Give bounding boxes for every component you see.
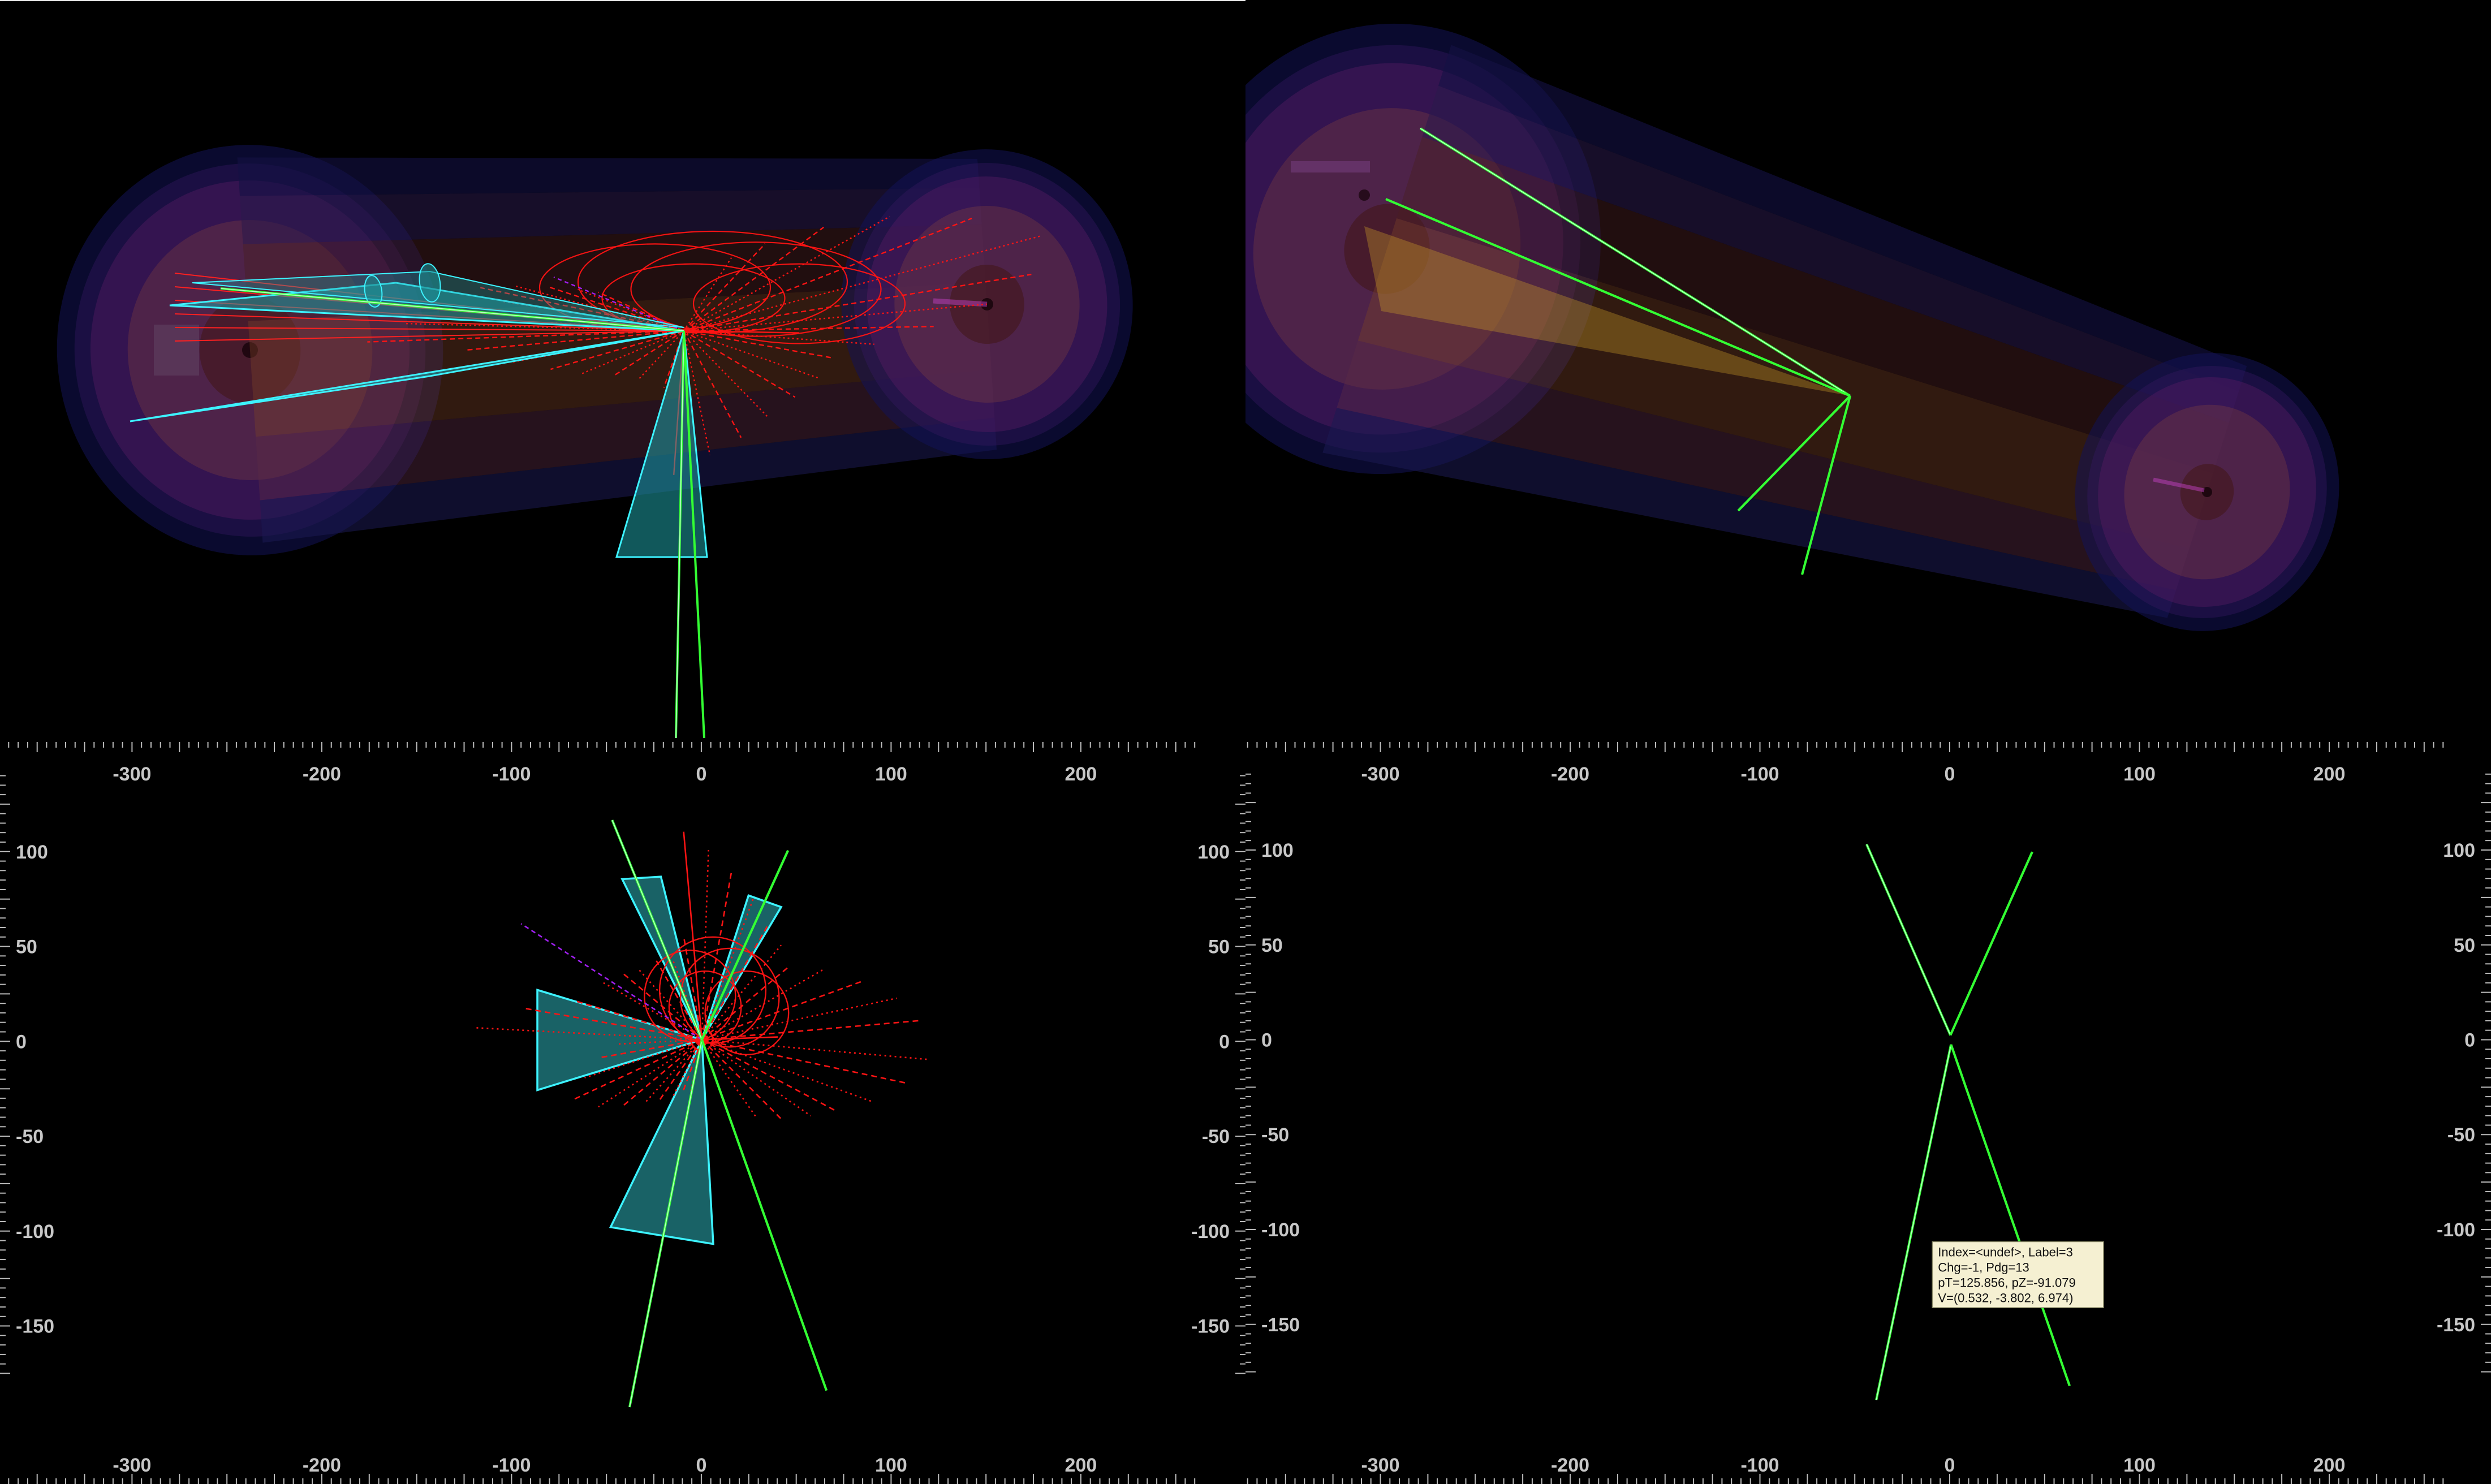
svg-text:-50: -50 — [1261, 1124, 1289, 1146]
svg-text:0: 0 — [696, 763, 706, 785]
svg-text:100: 100 — [875, 1455, 907, 1476]
svg-text:-100: -100 — [492, 763, 531, 785]
svg-text:-100: -100 — [492, 1455, 531, 1476]
svg-text:-200: -200 — [1551, 763, 1589, 785]
svg-text:100: 100 — [2123, 1455, 2156, 1476]
svg-text:-100: -100 — [1740, 763, 1779, 785]
svg-text:-150: -150 — [1261, 1314, 1300, 1336]
svg-text:-150: -150 — [2437, 1314, 2475, 1336]
svg-text:-300: -300 — [113, 1455, 151, 1476]
svg-text:Chg=-1, Pdg=13: Chg=-1, Pdg=13 — [1938, 1261, 2029, 1275]
svg-text:100: 100 — [2123, 763, 2156, 785]
svg-text:-50: -50 — [1202, 1126, 1230, 1147]
svg-text:-300: -300 — [1361, 1455, 1399, 1476]
svg-text:200: 200 — [2313, 763, 2346, 785]
svg-text:-300: -300 — [1361, 763, 1399, 785]
svg-text:-100: -100 — [1261, 1219, 1300, 1241]
svg-text:200: 200 — [1065, 763, 1097, 785]
svg-text:-200: -200 — [303, 763, 341, 785]
svg-text:100: 100 — [16, 842, 48, 863]
svg-text:0: 0 — [1945, 763, 1955, 785]
svg-text:50: 50 — [16, 937, 37, 958]
svg-text:-150: -150 — [16, 1316, 54, 1338]
svg-text:200: 200 — [1065, 1455, 1097, 1476]
svg-text:-100: -100 — [16, 1221, 54, 1243]
svg-text:-100: -100 — [1740, 1455, 1779, 1476]
svg-text:-200: -200 — [1551, 1455, 1589, 1476]
svg-text:0: 0 — [696, 1455, 706, 1476]
svg-text:50: 50 — [1208, 937, 1230, 958]
svg-text:0: 0 — [1945, 1455, 1955, 1476]
svg-text:-200: -200 — [303, 1455, 341, 1476]
svg-text:-150: -150 — [1191, 1316, 1230, 1338]
svg-text:0: 0 — [2464, 1030, 2475, 1051]
svg-text:100: 100 — [1197, 842, 1230, 863]
svg-text:50: 50 — [1261, 935, 1283, 956]
svg-text:100: 100 — [2443, 840, 2475, 861]
svg-text:0: 0 — [16, 1031, 27, 1052]
svg-text:Index=<undef>, Label=3: Index=<undef>, Label=3 — [1938, 1245, 2073, 1259]
svg-text:100: 100 — [875, 763, 907, 785]
svg-text:-50: -50 — [16, 1126, 44, 1147]
svg-text:-300: -300 — [113, 763, 151, 785]
svg-text:50: 50 — [2454, 935, 2475, 956]
svg-text:200: 200 — [2313, 1455, 2346, 1476]
svg-text:-100: -100 — [1191, 1221, 1230, 1243]
svg-text:100: 100 — [1261, 840, 1294, 861]
svg-text:pT=125.856, pZ=-91.079: pT=125.856, pZ=-91.079 — [1938, 1276, 2075, 1290]
svg-text:0: 0 — [1219, 1031, 1230, 1052]
svg-text:V=(0.532, -3.802, 6.974): V=(0.532, -3.802, 6.974) — [1938, 1291, 2073, 1305]
svg-text:0: 0 — [1261, 1030, 1272, 1051]
svg-text:-100: -100 — [2437, 1219, 2475, 1241]
svg-text:-50: -50 — [2447, 1124, 2475, 1146]
